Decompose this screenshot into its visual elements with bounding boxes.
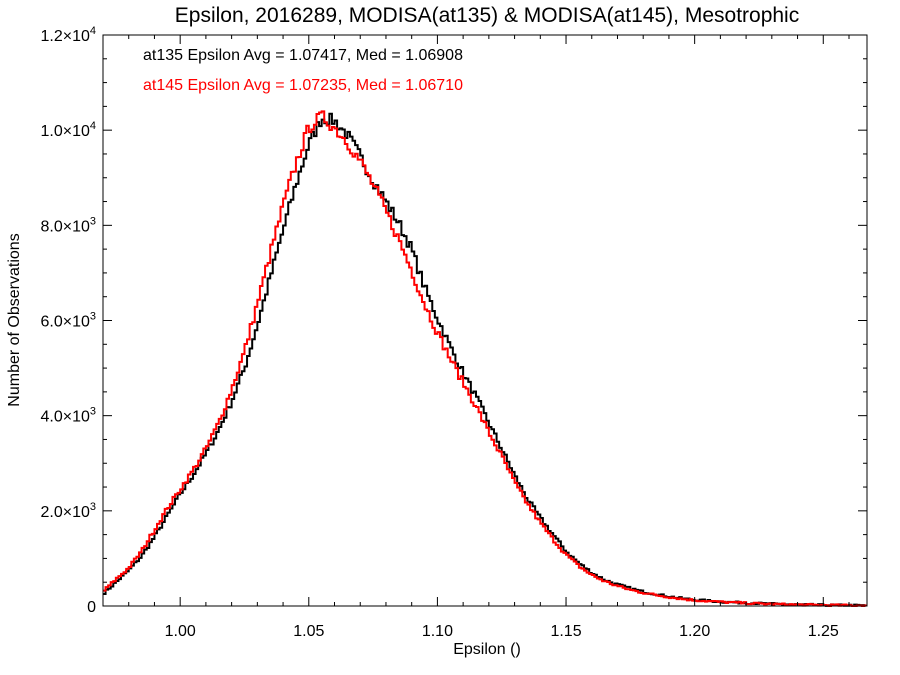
series-at145-line bbox=[103, 110, 867, 607]
series-layer bbox=[103, 110, 867, 607]
annotation-at145: at145 Epsilon Avg = 1.07235, Med = 1.067… bbox=[143, 77, 463, 94]
y-tick-label: 1.0×104 bbox=[40, 120, 96, 140]
y-tick-label: 6.0×103 bbox=[40, 311, 96, 331]
y-tick-label: 8.0×103 bbox=[40, 215, 96, 235]
ticks-layer: 1.00 1.05 1.10 1.15 1.20 1.25 0 2.0×103 4.0×103 6… bbox=[40, 25, 867, 640]
y-tick-label: 0 bbox=[87, 599, 96, 616]
y-tick-label: 4.0×103 bbox=[40, 406, 96, 426]
x-axis-label: Epsilon () bbox=[453, 641, 521, 658]
y-axis-label: Number of Observations bbox=[6, 233, 23, 406]
x-tick-label: 1.15 bbox=[550, 623, 581, 640]
x-tick-label: 1.25 bbox=[808, 623, 839, 640]
y-tick-label: 2.0×103 bbox=[40, 501, 96, 521]
plot-frame bbox=[102, 34, 868, 607]
x-tick-label: 1.05 bbox=[293, 623, 324, 640]
x-tick-label: 1.20 bbox=[679, 623, 710, 640]
x-tick-label: 1.00 bbox=[165, 623, 196, 640]
y-tick-label: 1.2×104 bbox=[40, 25, 96, 45]
annotation-at135: at135 Epsilon Avg = 1.07417, Med = 1.069… bbox=[143, 47, 463, 64]
chart-title: Epsilon, 2016289, MODISA(at135) & MODISA… bbox=[175, 4, 799, 27]
x-tick-label: 1.10 bbox=[422, 623, 453, 640]
